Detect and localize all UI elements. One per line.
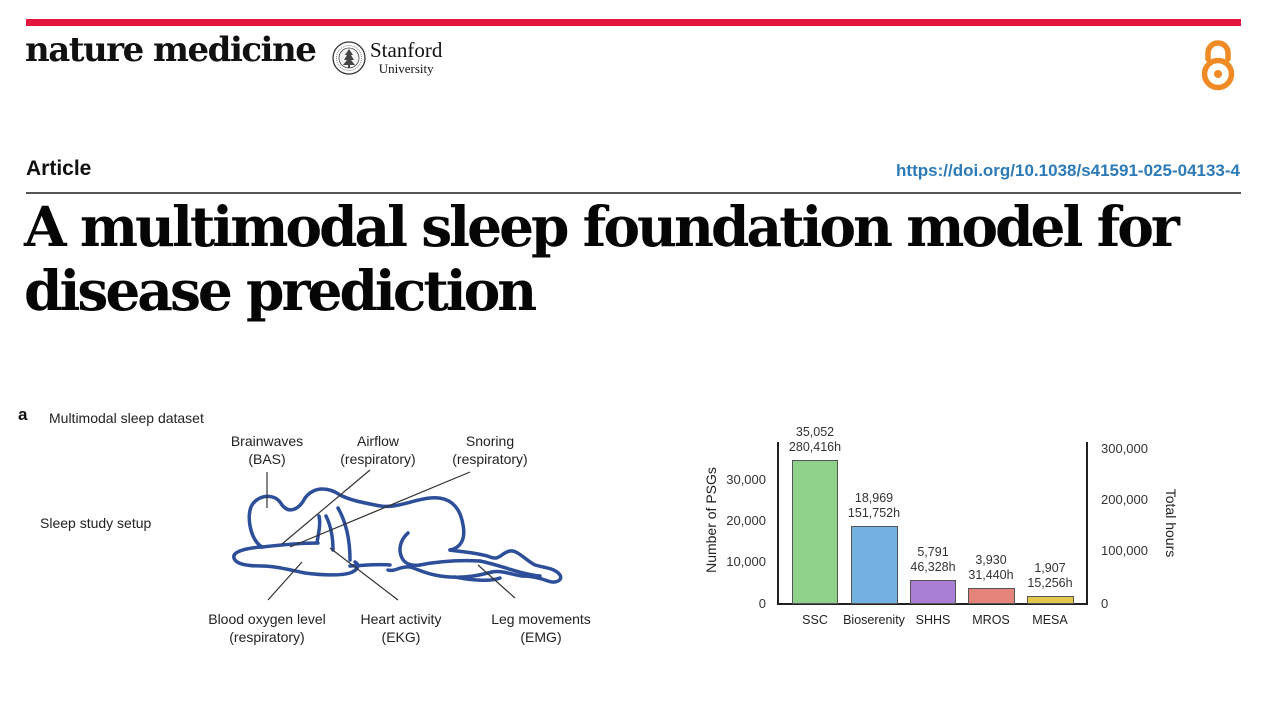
label-legs-sub: (EMG) [520,629,562,645]
label-airflow-sub: (respiratory) [340,451,416,467]
bar-mesa-hours: 15,256h [1027,576,1073,590]
bar-mros [968,588,1015,604]
ytick-right-200000: 200,000 [1101,492,1148,507]
label-leg-movements: Leg movements (EMG) [478,610,604,646]
label-heart-name: Heart activity [360,611,442,627]
bar-shhs-hours: 46,328h [910,560,956,574]
xtick-mesa: MESA [1032,613,1068,627]
bar-mros-hours: 31,440h [968,568,1014,582]
label-airflow-name: Airflow [356,433,399,449]
label-heart-activity: Heart activity (EKG) [346,610,456,646]
stanford-seal-icon [332,40,366,75]
bar-bioserenity-hours: 151,752h [847,506,901,520]
panel-letter: a [18,405,28,424]
label-brainwaves-sub: (BAS) [248,451,286,467]
doi-link[interactable]: https://doi.org/10.1038/s41591-025-04133… [896,161,1240,180]
bar-label-ssc: 35,052 280,416h [775,425,855,455]
chart-right-axis [1086,442,1088,605]
label-blood-oxygen-name: Blood oxygen level [208,611,326,627]
bar-ssc [792,460,838,604]
article-type-label: Article [26,157,92,180]
label-blood-oxygen-sub: (respiratory) [229,629,305,645]
stanford-name: Stanford [370,38,443,62]
ytick-right-100000: 100,000 [1101,543,1148,558]
chart-left-axis [777,442,779,605]
bar-bioserenity-count: 18,969 [854,491,894,505]
label-airflow: Airflow (respiratory) [328,432,428,468]
xtick-mros: MROS [972,613,1010,627]
label-blood-oxygen: Blood oxygen level (respiratory) [194,610,340,646]
ytick-left-20000: 20,000 [726,513,766,528]
label-heart-sub: (EKG) [381,629,421,645]
bar-label-bioserenity: 18,969 151,752h [834,491,914,521]
ytick-left-0: 0 [758,596,766,611]
sleeping-body-illustration [232,469,563,601]
bar-mesa-count: 1,907 [1034,561,1066,575]
bar-label-mesa: 1,907 15,256h [1010,561,1090,591]
bar-ssc-count: 35,052 [795,425,835,439]
ytick-left-30000: 30,000 [726,472,766,487]
article-title-line-2: disease prediction [24,258,537,323]
bar-shhs-count: 5,791 [917,545,949,559]
label-legs-name: Leg movements [491,611,591,627]
xtick-bioserenity: Bioserenity [843,613,905,627]
article-title-line-1: A multimodal sleep foundation model for [24,194,1180,259]
ytick-left-10000: 10,000 [726,554,766,569]
bar-label-mros: 3,930 31,440h [951,553,1031,583]
chart-ylabel-right: Total hours [1163,488,1179,558]
label-brainwaves: Brainwaves (BAS) [222,432,312,468]
panel-title: Multimodal sleep dataset [49,410,204,426]
journal-accent-bar [26,19,1241,26]
open-access-lock-icon[interactable] [1198,33,1238,93]
label-snoring-name: Snoring [465,433,515,449]
label-brainwaves-name: Brainwaves [230,433,304,449]
label-snoring-sub: (respiratory) [452,451,528,467]
article-title: A multimodal sleep foundation model for … [24,195,1244,323]
stanford-logo: Stanford University [332,40,442,75]
journal-logo: nature medicine [25,30,317,70]
xtick-shhs: SHHS [915,613,951,627]
bar-label-shhs: 5,791 46,328h [893,545,973,575]
bar-ssc-hours: 280,416h [788,440,842,454]
header-divider [26,192,1241,194]
bar-mesa [1027,596,1074,604]
bar-mros-count: 3,930 [975,553,1007,567]
ytick-right-300000: 300,000 [1101,441,1148,456]
bar-shhs [910,580,956,604]
stanford-sub: University [378,61,434,76]
bar-bioserenity [851,526,898,604]
ytick-right-0: 0 [1101,596,1109,611]
label-snoring: Snoring (respiratory) [438,432,542,468]
xtick-ssc: SSC [802,613,828,627]
sleep-study-setup-label: Sleep study setup [40,515,152,531]
